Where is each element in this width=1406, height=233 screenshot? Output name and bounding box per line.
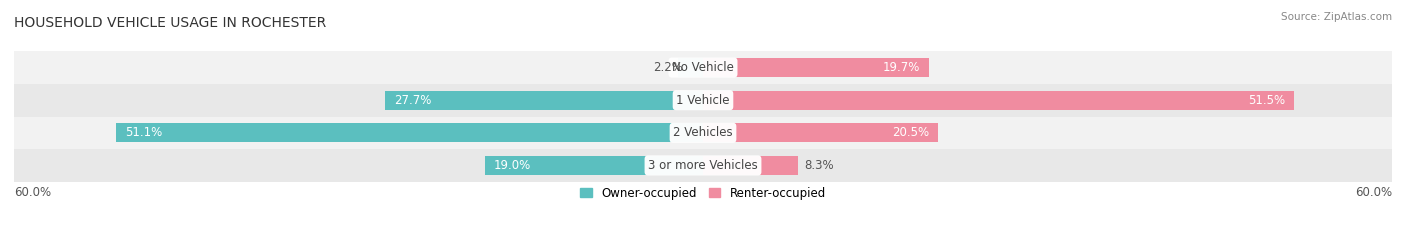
Text: 51.5%: 51.5% — [1249, 94, 1285, 107]
Bar — [703, 91, 1295, 110]
Text: 60.0%: 60.0% — [1355, 186, 1392, 199]
Text: 8.3%: 8.3% — [804, 159, 834, 172]
Text: 19.7%: 19.7% — [883, 61, 920, 74]
Bar — [485, 156, 703, 175]
Text: 19.0%: 19.0% — [494, 159, 531, 172]
Text: 60.0%: 60.0% — [14, 186, 51, 199]
Text: HOUSEHOLD VEHICLE USAGE IN ROCHESTER: HOUSEHOLD VEHICLE USAGE IN ROCHESTER — [14, 16, 326, 30]
Bar — [385, 91, 703, 110]
Text: 20.5%: 20.5% — [891, 126, 929, 139]
Bar — [14, 84, 1392, 116]
Text: 2 Vehicles: 2 Vehicles — [673, 126, 733, 139]
Bar — [117, 123, 703, 142]
Bar — [14, 116, 1392, 149]
Text: 3 or more Vehicles: 3 or more Vehicles — [648, 159, 758, 172]
Bar — [14, 51, 1392, 84]
Text: 27.7%: 27.7% — [394, 94, 432, 107]
Bar — [703, 123, 938, 142]
Text: 1 Vehicle: 1 Vehicle — [676, 94, 730, 107]
Bar — [703, 58, 929, 77]
Legend: Owner-occupied, Renter-occupied: Owner-occupied, Renter-occupied — [575, 182, 831, 205]
Bar — [703, 156, 799, 175]
Bar — [678, 58, 703, 77]
Text: Source: ZipAtlas.com: Source: ZipAtlas.com — [1281, 12, 1392, 22]
Text: 51.1%: 51.1% — [125, 126, 163, 139]
Bar — [14, 149, 1392, 182]
Text: No Vehicle: No Vehicle — [672, 61, 734, 74]
Text: 2.2%: 2.2% — [654, 61, 683, 74]
